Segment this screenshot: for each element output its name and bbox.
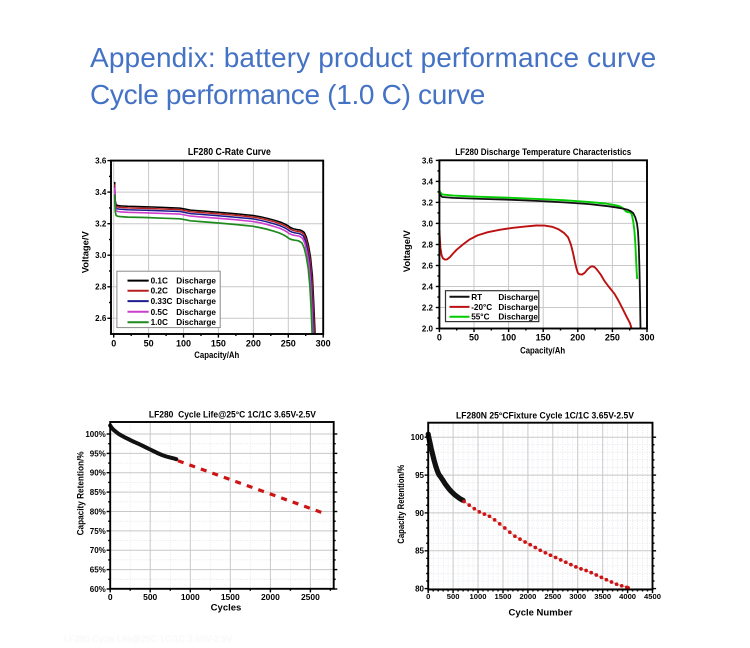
svg-text:95: 95: [415, 471, 424, 480]
svg-text:LF280N 25°CFixture Cycle 1C/1C: LF280N 25°CFixture Cycle 1C/1C 3.65V-2.5…: [456, 411, 635, 422]
svg-text:2.2: 2.2: [422, 303, 434, 312]
svg-text:3.2: 3.2: [95, 220, 107, 229]
svg-text:3.4: 3.4: [422, 177, 434, 186]
svg-text:100: 100: [501, 332, 516, 342]
svg-text:500: 500: [447, 592, 460, 601]
svg-text:Capacity Retention/%: Capacity Retention/%: [76, 451, 86, 535]
svg-text:0: 0: [426, 592, 430, 601]
svg-text:2.4: 2.4: [422, 282, 434, 291]
svg-text:50: 50: [469, 332, 479, 342]
svg-text:150: 150: [536, 332, 551, 342]
svg-text:3000: 3000: [569, 592, 586, 601]
svg-text:Capacity/Ah: Capacity/Ah: [520, 346, 565, 356]
svg-text:70%: 70%: [90, 546, 106, 555]
svg-text:Discharge: Discharge: [176, 308, 216, 317]
svg-text:2.6: 2.6: [95, 314, 107, 323]
svg-text:Capacity/Ah: Capacity/Ah: [194, 350, 239, 360]
svg-text:2.0: 2.0: [422, 324, 434, 333]
svg-text:0.5C: 0.5C: [151, 308, 168, 317]
svg-text:200: 200: [246, 338, 261, 348]
svg-text:3.6: 3.6: [422, 156, 434, 165]
svg-text:2.8: 2.8: [95, 283, 107, 292]
svg-text:95%: 95%: [90, 449, 106, 458]
svg-text:0.2C: 0.2C: [151, 287, 168, 296]
svg-text:LF280 Discharge Temperature Ch: LF280 Discharge Temperature Characterist…: [455, 147, 631, 157]
svg-text:Cycles: Cycles: [211, 603, 242, 614]
svg-text:50: 50: [144, 338, 154, 348]
svg-text:150: 150: [211, 338, 226, 348]
svg-text:2000: 2000: [519, 592, 536, 601]
svg-text:0: 0: [108, 592, 113, 602]
svg-text:80: 80: [415, 585, 424, 594]
svg-text:55°C: 55°C: [471, 313, 489, 322]
svg-text:2000: 2000: [261, 592, 280, 602]
svg-text:LF280 Cycle Life@25°C 1C/1C 3: LF280 Cycle Life@25°C 1C/1C 3.65V-2.5V: [149, 409, 317, 420]
svg-text:80%: 80%: [90, 507, 106, 516]
svg-text:90: 90: [415, 509, 424, 518]
svg-text:100: 100: [176, 338, 191, 348]
svg-text:0.1C: 0.1C: [151, 277, 168, 286]
svg-text:300: 300: [316, 338, 331, 348]
svg-text:Discharge: Discharge: [176, 318, 216, 327]
svg-text:60%: 60%: [90, 585, 106, 594]
svg-text:500: 500: [143, 592, 157, 602]
svg-text:0: 0: [437, 332, 442, 342]
svg-text:65%: 65%: [90, 566, 106, 575]
svg-text:85%: 85%: [90, 488, 106, 497]
svg-text:1500: 1500: [221, 592, 240, 602]
svg-text:Discharge: Discharge: [176, 297, 216, 306]
svg-text:Discharge: Discharge: [498, 303, 538, 312]
svg-text:Cycle Number: Cycle Number: [509, 608, 573, 619]
svg-text:1500: 1500: [495, 592, 512, 601]
svg-text:2.6: 2.6: [422, 261, 434, 270]
svg-text:Discharge: Discharge: [176, 287, 216, 296]
svg-text:2.8: 2.8: [422, 240, 434, 249]
svg-text:250: 250: [281, 338, 296, 348]
svg-text:75%: 75%: [90, 527, 106, 536]
svg-text:0: 0: [111, 338, 116, 348]
svg-text:0.33C: 0.33C: [151, 297, 173, 306]
svg-text:3.0: 3.0: [422, 219, 434, 228]
svg-text:85: 85: [415, 547, 424, 556]
svg-text:1.0C: 1.0C: [151, 318, 168, 327]
svg-text:4500: 4500: [644, 592, 661, 601]
svg-text:1000: 1000: [470, 592, 487, 601]
svg-text:3500: 3500: [594, 592, 611, 601]
svg-text:2500: 2500: [301, 592, 320, 602]
svg-text:RT: RT: [471, 293, 482, 302]
svg-text:100: 100: [411, 433, 425, 442]
svg-text:200: 200: [570, 332, 585, 342]
svg-text:Voltage/V: Voltage/V: [80, 231, 90, 273]
svg-text:3.6: 3.6: [95, 157, 107, 166]
svg-text:LF280 C-Rate Curve: LF280 C-Rate Curve: [188, 147, 271, 158]
svg-text:100%: 100%: [85, 430, 105, 439]
svg-text:250: 250: [605, 332, 620, 342]
svg-text:Discharge: Discharge: [498, 313, 538, 322]
svg-text:Voltage/V: Voltage/V: [402, 230, 412, 272]
svg-text:3.0: 3.0: [95, 251, 107, 260]
svg-text:Discharge: Discharge: [498, 293, 538, 302]
svg-text:-20°C: -20°C: [471, 303, 492, 312]
svg-text:4000: 4000: [619, 592, 636, 601]
svg-text:300: 300: [639, 332, 654, 342]
svg-text:3.4: 3.4: [95, 188, 107, 197]
svg-text:Capacity Retention/%: Capacity Retention/%: [396, 465, 406, 544]
svg-text:90%: 90%: [90, 469, 106, 478]
svg-text:1000: 1000: [181, 592, 200, 602]
svg-text:3.2: 3.2: [422, 198, 434, 207]
svg-text:2500: 2500: [544, 592, 561, 601]
svg-text:Discharge: Discharge: [176, 277, 216, 286]
